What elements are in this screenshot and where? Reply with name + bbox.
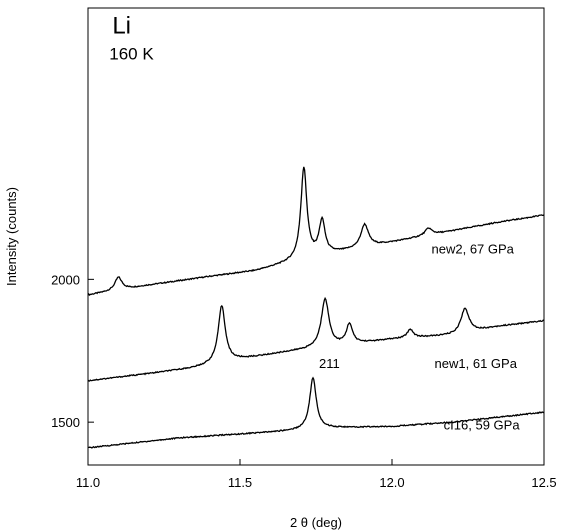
series-label: new2, 67 GPa	[432, 242, 515, 257]
y-axis-label: Intensity (counts)	[4, 187, 19, 286]
annotation-text: 211	[319, 356, 340, 371]
spectrum-line	[87, 376, 545, 449]
y-ticks: 1500 2000	[51, 272, 94, 430]
x-tick-label: 12.0	[379, 475, 404, 490]
annotation-text: Li	[112, 13, 131, 40]
plot-frame	[87, 7, 545, 466]
x-axis-label: 2 θ (deg)	[290, 515, 342, 530]
y-tick-label: 1500	[51, 415, 80, 430]
annotations: Li 160 K 211	[109, 13, 339, 371]
x-ticks: 11.0 11.5 12.0 12.5	[76, 459, 557, 490]
x-tick-label: 11.5	[228, 475, 252, 490]
spectrum-line	[87, 296, 544, 382]
annotation-text: 160 K	[109, 44, 154, 63]
series-label: new1, 61 GPa	[435, 356, 518, 371]
x-tick-label: 12.5	[531, 475, 556, 490]
spectrum-line	[87, 166, 545, 296]
series-labels: new2, 67 GPa new1, 61 GPa cI16, 59 GPa	[432, 242, 521, 433]
spectra	[87, 166, 545, 449]
series-label: cI16, 59 GPa	[444, 417, 521, 432]
y-tick-label: 2000	[51, 272, 80, 287]
x-tick-label: 11.0	[76, 475, 100, 490]
